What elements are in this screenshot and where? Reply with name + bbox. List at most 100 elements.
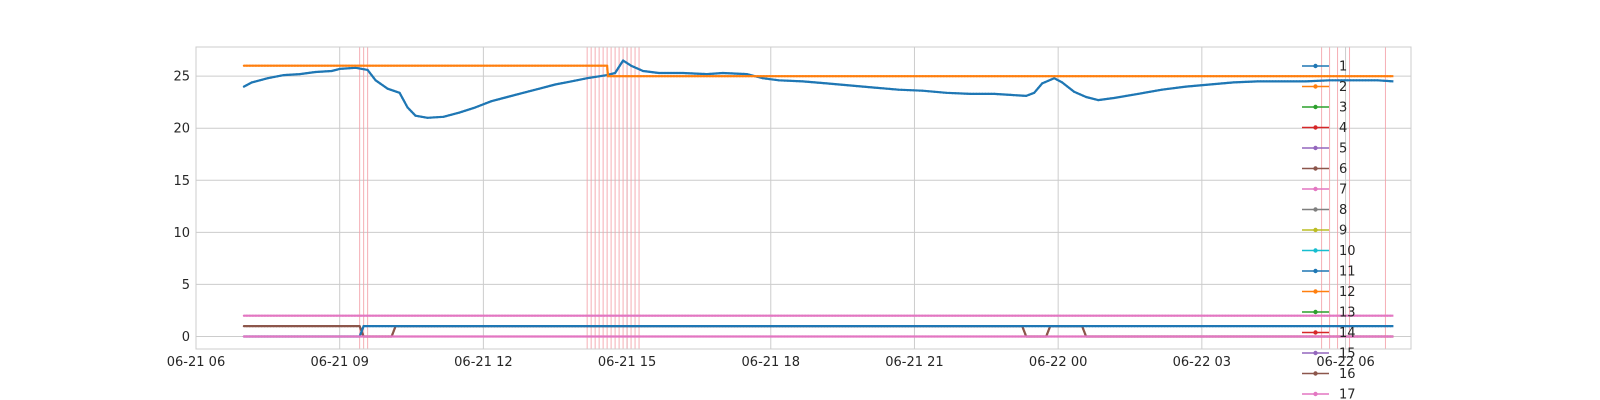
data-point — [612, 314, 615, 317]
data-point — [571, 325, 574, 328]
data-point — [392, 64, 396, 67]
data-point — [512, 314, 516, 317]
data-point — [557, 82, 560, 85]
data-point — [1362, 314, 1365, 317]
data-point — [843, 335, 846, 338]
data-point — [1187, 85, 1190, 88]
data-point — [1140, 335, 1143, 338]
data-point — [509, 335, 513, 338]
data-point — [443, 64, 447, 67]
data-point — [802, 325, 805, 328]
data-point — [1142, 325, 1145, 328]
data-point — [261, 78, 264, 81]
data-point — [497, 335, 501, 338]
data-point — [592, 325, 595, 328]
data-point — [1248, 75, 1251, 78]
data-point — [1349, 79, 1352, 82]
data-point — [1044, 81, 1047, 84]
data-point — [1253, 325, 1257, 328]
data-point — [837, 314, 840, 317]
data-point — [960, 92, 963, 95]
data-point — [1097, 99, 1100, 102]
data-point — [551, 84, 554, 87]
data-point — [999, 314, 1002, 317]
data-point — [1092, 75, 1095, 78]
data-point — [1170, 335, 1173, 338]
data-point — [290, 314, 293, 317]
data-point — [913, 325, 916, 328]
data-point — [921, 89, 924, 92]
data-point — [357, 67, 360, 70]
data-point — [343, 325, 346, 328]
data-point — [1133, 93, 1137, 96]
data-point — [406, 325, 409, 328]
data-point — [368, 325, 371, 328]
data-point — [712, 72, 715, 75]
data-point — [1362, 335, 1365, 338]
data-point — [996, 314, 999, 317]
data-point — [832, 325, 835, 328]
data-point — [984, 92, 987, 95]
data-point — [452, 335, 456, 338]
data-point — [425, 64, 429, 67]
series-markers-2 — [242, 64, 1392, 78]
data-point — [703, 325, 706, 328]
data-point — [588, 335, 591, 338]
data-point — [621, 335, 624, 338]
data-point — [709, 325, 712, 328]
data-point — [1062, 335, 1065, 338]
data-point — [542, 314, 546, 317]
data-point — [426, 116, 429, 119]
data-point — [466, 108, 469, 112]
data-point — [1274, 325, 1278, 328]
data-point — [1113, 314, 1116, 317]
data-point — [349, 325, 352, 328]
data-point — [798, 314, 801, 317]
data-point — [810, 335, 813, 338]
data-point — [702, 314, 705, 317]
data-point — [864, 314, 867, 317]
data-point — [855, 335, 858, 338]
data-point — [518, 335, 522, 338]
data-point — [284, 64, 287, 67]
data-point — [1032, 75, 1035, 78]
data-point — [837, 83, 840, 86]
data-point — [362, 64, 366, 67]
data-point — [1275, 314, 1278, 317]
data-point — [1332, 335, 1335, 338]
data-point — [337, 325, 340, 328]
legend-marker-7 — [1313, 186, 1318, 192]
data-point — [609, 335, 612, 338]
data-point — [1332, 325, 1335, 328]
data-point — [305, 314, 308, 317]
data-point — [739, 325, 742, 328]
data-point — [517, 325, 520, 328]
data-point — [889, 325, 892, 328]
data-point — [1116, 314, 1119, 317]
data-point — [428, 314, 432, 317]
data-point — [1185, 314, 1188, 317]
data-point — [608, 73, 611, 76]
data-point — [1143, 314, 1146, 317]
data-point — [1035, 335, 1038, 338]
data-point — [308, 325, 311, 328]
data-point — [1085, 95, 1088, 99]
data-point — [1323, 325, 1326, 328]
data-point — [439, 325, 442, 328]
data-point — [1161, 75, 1164, 78]
data-point — [849, 335, 852, 338]
data-point — [1356, 335, 1359, 338]
data-point — [1341, 335, 1344, 338]
data-point — [1181, 325, 1184, 328]
data-point — [1011, 335, 1014, 338]
data-point — [717, 75, 721, 78]
x-tick-label: 06-21 12 — [454, 355, 512, 370]
data-point — [461, 64, 465, 67]
data-point — [723, 75, 726, 78]
data-point — [278, 64, 281, 67]
data-point — [1341, 314, 1344, 317]
data-point — [1100, 325, 1103, 328]
data-point — [322, 325, 326, 328]
data-point — [768, 78, 771, 81]
data-point — [699, 335, 702, 338]
